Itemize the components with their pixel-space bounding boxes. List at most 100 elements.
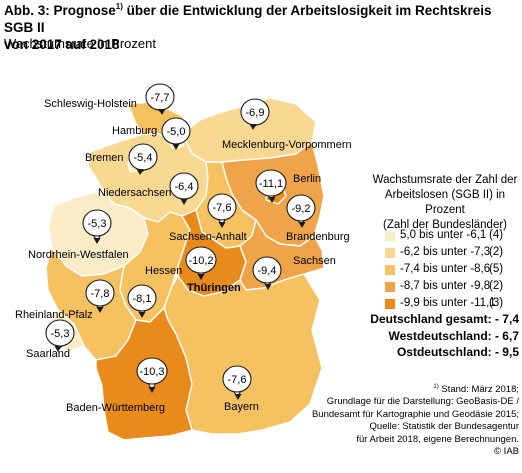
value-bubble-berlin: -11,1	[255, 169, 287, 203]
total-east: Ostdeutschland: - 9,5	[396, 345, 519, 359]
location-pin-icon	[249, 124, 257, 130]
state-label-bayern: Bayern	[224, 401, 259, 413]
state-label-rheinland-pfalz: Rheinland-Pfalz	[15, 309, 93, 321]
legend-count: (5)	[489, 263, 504, 275]
source-line: Quelle: Statistik der Bundesagentur	[369, 421, 519, 433]
state-label-niedersachsen: Niedersachsen	[98, 187, 171, 199]
legend-swatch	[385, 282, 395, 292]
state-label-bremen: Bremen	[85, 152, 124, 164]
location-pin-icon	[180, 199, 188, 205]
footnote-text: Stand: März 2018;	[438, 384, 519, 395]
bubble-value: -5,4	[134, 152, 153, 164]
state-label-mecklenburg-vorpommern: Mecklenburg-Vorpommern	[222, 139, 352, 151]
state-label-baden-wuerttemberg: Baden-Württemberg	[66, 402, 165, 414]
value-bubble-saarland: -5,3	[45, 319, 75, 352]
value-bubble-mecklenburg-vorpommern: -6,9	[240, 98, 270, 130]
legend-count: (2)	[489, 280, 504, 292]
value-bubbles: -7,7 -5,0 -6,9 -5,4 -6,4 -11,1 -9,2 -7,6 -5,3 -9,…	[45, 83, 316, 400]
title-footnote-mark: 1)	[115, 2, 123, 11]
state-label-schleswig-holstein: Schleswig-Holstein	[44, 98, 137, 110]
bubble-value: -7,6	[213, 202, 232, 214]
value-bubble-bremen: -5,4	[128, 143, 158, 175]
bubble-value: -10,2	[188, 255, 213, 267]
location-pin-icon	[138, 312, 146, 318]
bubble-value: -10,3	[139, 366, 164, 378]
bubble-value: -6,4	[175, 181, 194, 193]
bubble-circle	[136, 357, 168, 385]
source-line: für Arbeit 2018, eigene Berechnungen.	[356, 433, 519, 445]
state-label-nordrhein-westfalen: Nordrhein-Westfalen	[28, 249, 129, 261]
source-line: Grundlage für die Darstellung: GeoBasis-…	[326, 396, 519, 408]
bubble-value: -9,2	[292, 203, 311, 215]
location-pin-icon	[264, 284, 272, 290]
value-bubble-sachsen: -9,4	[252, 256, 282, 290]
state-name-labels: Schleswig-Holstein Hamburg Mecklenburg-Vor…	[15, 98, 352, 414]
legend-title-line: Arbeitslosen (SGB II) in Prozent	[384, 189, 506, 216]
legend-range: 5,0 bis unter -6,1	[400, 229, 487, 241]
bubble-value: -8,1	[133, 293, 152, 305]
bubble-value: -7,7	[151, 92, 170, 104]
legend-count: (4)	[489, 229, 504, 241]
legend-title-line: (Zahl der Bundesländer)	[382, 219, 507, 231]
value-bubble-baden-wuerttemberg: -10,3	[136, 357, 168, 393]
value-bubble-niedersachsen: -6,4	[169, 172, 199, 205]
total-west: Westdeutschland: - 6,7	[388, 328, 519, 343]
location-pin-icon	[136, 169, 144, 175]
value-bubble-nordrhein-westfalen: -5,3	[82, 209, 112, 244]
bubble-circle	[185, 246, 217, 274]
value-bubble-brandenburg: -9,2	[286, 194, 316, 228]
value-bubble-schleswig-holstein: -7,7	[145, 83, 175, 115]
state-label-hessen: Hessen	[145, 265, 182, 277]
bubble-circle	[255, 169, 287, 197]
state-label-hamburg: Hamburg	[112, 125, 157, 137]
bubble-circle	[207, 193, 237, 221]
bubble-value: -11,1	[259, 178, 283, 190]
bubble-circle	[85, 279, 115, 307]
copyright: © IAB	[494, 446, 519, 458]
location-pin-icon	[54, 346, 62, 352]
legend-swatch	[385, 299, 395, 309]
title-part2: über die Entwicklung der Arbeitslosigkei…	[4, 3, 492, 35]
legend-swatch	[385, 231, 395, 241]
value-bubble-thueringen: -10,2	[185, 246, 217, 280]
bubble-value: -9,4	[258, 265, 277, 277]
location-pin-icon	[234, 394, 242, 400]
bubble-value: -5,0	[167, 126, 186, 138]
page-title: Abb. 3: Prognose1) über die Entwicklung …	[4, 2, 522, 53]
legend-swatch	[385, 248, 395, 258]
legend-count: (3)	[489, 297, 504, 309]
state-label-berlin: Berlin	[293, 173, 321, 185]
legend-title-line: Wachstumsrate der Zahl der	[372, 174, 518, 186]
bubble-circle	[128, 143, 158, 171]
bubble-circle	[127, 284, 157, 312]
footnote: 1) Stand: März 2018;	[312, 384, 519, 396]
legend-title: Wachstumsrate der Zahl der Arbeitslosen …	[370, 173, 520, 233]
legend-range: -9,9 bis unter -11,1	[400, 297, 496, 309]
bubble-circle	[286, 194, 316, 222]
location-pin-icon	[96, 307, 104, 313]
location-pin-icon	[197, 274, 205, 280]
location-pin-icon	[298, 222, 306, 228]
location-pin-icon	[158, 109, 166, 115]
bubble-circle	[222, 365, 252, 393]
bubble-value: -6,9	[246, 107, 265, 119]
bubble-circle	[252, 256, 282, 284]
bubble-value: -5,3	[88, 218, 107, 230]
location-pin-icon	[93, 238, 101, 244]
title-line2: von 2017 auf 2018	[4, 37, 120, 52]
state-label-saarland: Saarland	[26, 348, 70, 360]
value-bubble-hessen: -8,1	[127, 284, 157, 318]
location-pin-icon	[172, 144, 180, 150]
legend-swatch	[385, 265, 395, 275]
bubble-value: -7,6	[228, 374, 247, 386]
bubble-value: -5,3	[51, 328, 70, 340]
totals: Deutschland gesamt: - 7,4 Westdeutschlan…	[370, 311, 519, 361]
bubble-circle	[82, 209, 112, 237]
legend-count: (2)	[489, 246, 504, 258]
value-bubble-rheinland-pfalz: -7,8	[85, 279, 115, 313]
state-label-thueringen: Thüringen	[187, 282, 241, 294]
legend-range: -7,4 bis unter -8,6	[400, 263, 491, 275]
footnote-mark: 1)	[433, 384, 439, 390]
value-bubble-bayern: -7,6	[222, 365, 252, 400]
